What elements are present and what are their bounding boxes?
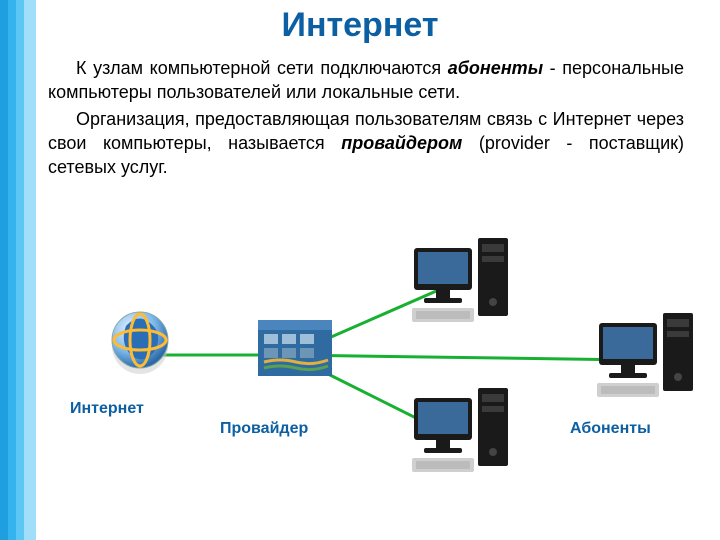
subscriber-pc-icon xyxy=(595,305,705,410)
p2-em: провайдером xyxy=(341,133,462,153)
body-text: К узлам компьютерной сети подключаются а… xyxy=(48,56,684,181)
p1-a: К узлам компьютерной сети подключаются xyxy=(76,58,448,78)
diagram-label-pc3: Абоненты xyxy=(570,420,651,438)
page-title: Интернет xyxy=(0,6,720,45)
diagram-label-provider: Провайдер xyxy=(220,420,308,438)
title-text: Интернет xyxy=(282,6,439,44)
provider-switch-icon xyxy=(250,300,340,395)
paragraph-1: К узлам компьютерной сети подключаются а… xyxy=(48,56,684,105)
sidebar-stripes xyxy=(0,0,36,540)
internet-globe-icon xyxy=(100,300,180,385)
subscriber-pc-icon xyxy=(410,230,520,335)
paragraph-2: Организация, предоставляющая пользовател… xyxy=(48,107,684,180)
diagram-label-internet: Интернет xyxy=(70,400,144,418)
network-diagram: Интернет Провайдер Абоненты xyxy=(40,240,700,520)
p1-em: абоненты xyxy=(448,58,543,78)
subscriber-pc-icon xyxy=(410,380,520,485)
